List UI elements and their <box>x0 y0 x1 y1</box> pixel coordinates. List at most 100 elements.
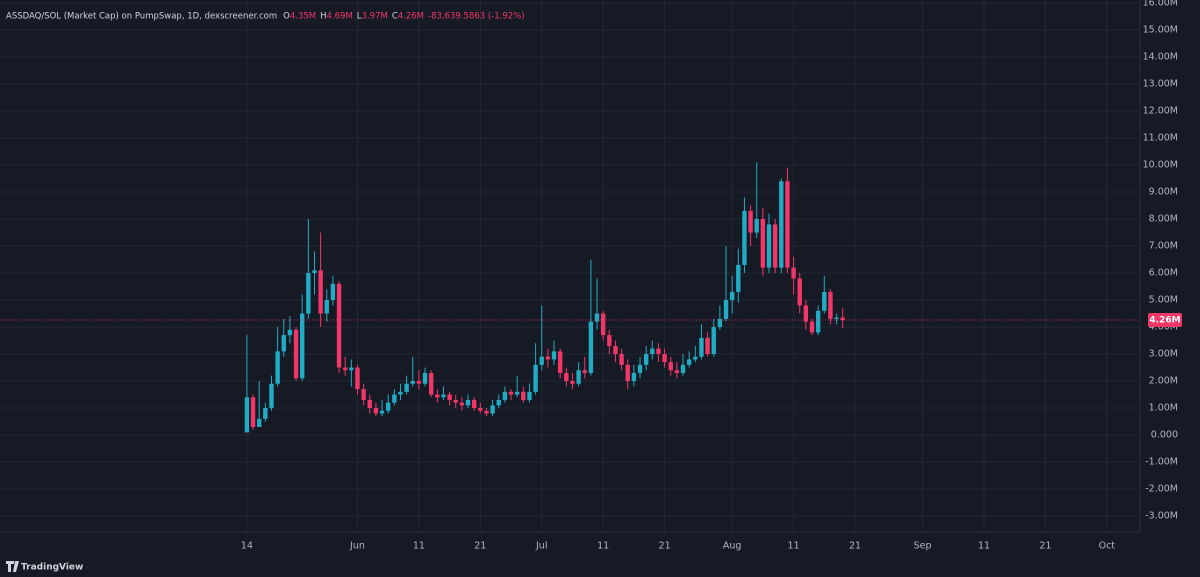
watermark-text: TradingView <box>21 563 83 573</box>
candle-body <box>299 313 305 379</box>
x-tick-label: Jun <box>349 541 365 552</box>
y-tick-label: 4.00M <box>1149 322 1178 333</box>
candle-body <box>637 364 643 373</box>
candle-body <box>809 321 815 333</box>
x-tick-label: 21 <box>474 541 486 552</box>
candle-body <box>797 278 802 306</box>
y-tick-label: 9.00M <box>1149 187 1178 198</box>
candle-body <box>613 345 618 355</box>
candle-body <box>410 381 415 384</box>
candle-body <box>527 391 532 400</box>
candle-body <box>729 291 735 301</box>
candle-body <box>736 264 741 292</box>
x-tick-label: 21 <box>1039 541 1051 552</box>
ohlc-value: 4.26M <box>398 12 424 22</box>
candle-body <box>582 370 587 373</box>
candle-body <box>244 397 250 433</box>
y-tick-label: 15.00M <box>1143 24 1178 35</box>
candle-body <box>428 372 434 395</box>
candle-body <box>828 291 833 319</box>
candle-body <box>312 270 317 274</box>
candles <box>0 162 1140 433</box>
candle-body <box>643 354 649 365</box>
candle-body <box>570 381 575 384</box>
candle-body <box>349 367 354 371</box>
y-tick-label: 13.00M <box>1143 78 1178 89</box>
y-tick-label: 1.00M <box>1149 403 1178 414</box>
candle-body <box>342 367 348 371</box>
x-tick-label: Sep <box>914 541 932 552</box>
y-tick-label: 12.00M <box>1143 105 1178 116</box>
candle-body <box>717 318 723 328</box>
candle-body <box>754 219 759 233</box>
ohlc-change: -83,639.5863 (-1.92%) <box>428 12 525 22</box>
y-tick-label: 16.00M <box>1143 0 1178 8</box>
candle-body <box>385 402 391 411</box>
candle-body <box>693 356 698 360</box>
x-tick-label: 11 <box>597 541 609 552</box>
candle-body <box>533 364 538 392</box>
candle-body <box>361 389 366 400</box>
candle-body <box>772 224 778 268</box>
candle-body <box>373 408 379 414</box>
candle-body <box>459 402 465 406</box>
candle-body <box>496 399 501 406</box>
candle-body <box>484 410 489 414</box>
candle-body <box>705 337 710 355</box>
candle-body <box>564 372 569 382</box>
y-tick-label: -3.00M <box>1145 511 1178 522</box>
candle-body <box>625 364 630 382</box>
watermark: TradingView <box>6 561 83 573</box>
candle-body <box>257 418 262 427</box>
y-tick-label: 14.00M <box>1143 51 1178 62</box>
candle-body <box>607 335 612 346</box>
candle-body <box>742 210 747 265</box>
candle-body <box>441 394 446 398</box>
candle-body <box>293 329 299 379</box>
ohlc-key: H <box>320 12 326 22</box>
ohlc-value: 3.97M <box>362 12 388 22</box>
candle-body <box>250 397 256 427</box>
y-tick-label: 10.00M <box>1143 160 1178 171</box>
y-tick-label: 2.00M <box>1149 376 1178 387</box>
x-tick-label: Aug <box>723 541 742 552</box>
candle-body <box>521 391 526 400</box>
candle-body <box>275 351 280 384</box>
candle-body <box>822 291 827 311</box>
candle-body <box>656 348 661 355</box>
x-tick-label: Oct <box>1099 541 1116 552</box>
candle-body <box>668 362 673 371</box>
candle-body <box>545 356 551 360</box>
candle-body <box>619 354 624 365</box>
candle-body <box>324 300 329 314</box>
candle-body <box>594 313 600 322</box>
candle-body <box>478 408 483 411</box>
x-tick-label: 11 <box>788 541 800 552</box>
candle-body <box>398 391 403 395</box>
candle-body <box>674 370 680 373</box>
candle-body <box>330 283 336 301</box>
candle-body <box>686 359 692 365</box>
x-tick-label: 14 <box>241 541 253 552</box>
candle-body <box>435 394 440 398</box>
candle-body <box>490 405 495 414</box>
candle-body <box>723 300 729 319</box>
candle-body <box>447 394 452 400</box>
candle-body <box>699 337 704 357</box>
candle-body <box>392 394 397 403</box>
ohlc-legend: O 4.35M H 4.69M L 3.97M C 4.26M -83,639.5863 (-1… <box>283 12 524 22</box>
grid <box>0 0 1140 532</box>
candle-body <box>539 356 544 365</box>
candle-body <box>404 383 409 392</box>
chart-title: ASSDAQ/SOL (Market Cap) on PumpSwap, 1D,… <box>6 12 277 22</box>
y-tick-label: 0.000 <box>1151 430 1178 441</box>
candle-body <box>791 267 796 279</box>
x-tick-label: 11 <box>978 541 990 552</box>
candle-body <box>600 313 606 336</box>
candle-body <box>471 399 477 409</box>
last-price-label: 4.26M <box>1149 316 1180 326</box>
candle-body <box>508 391 514 395</box>
x-tick-label: 11 <box>413 541 425 552</box>
